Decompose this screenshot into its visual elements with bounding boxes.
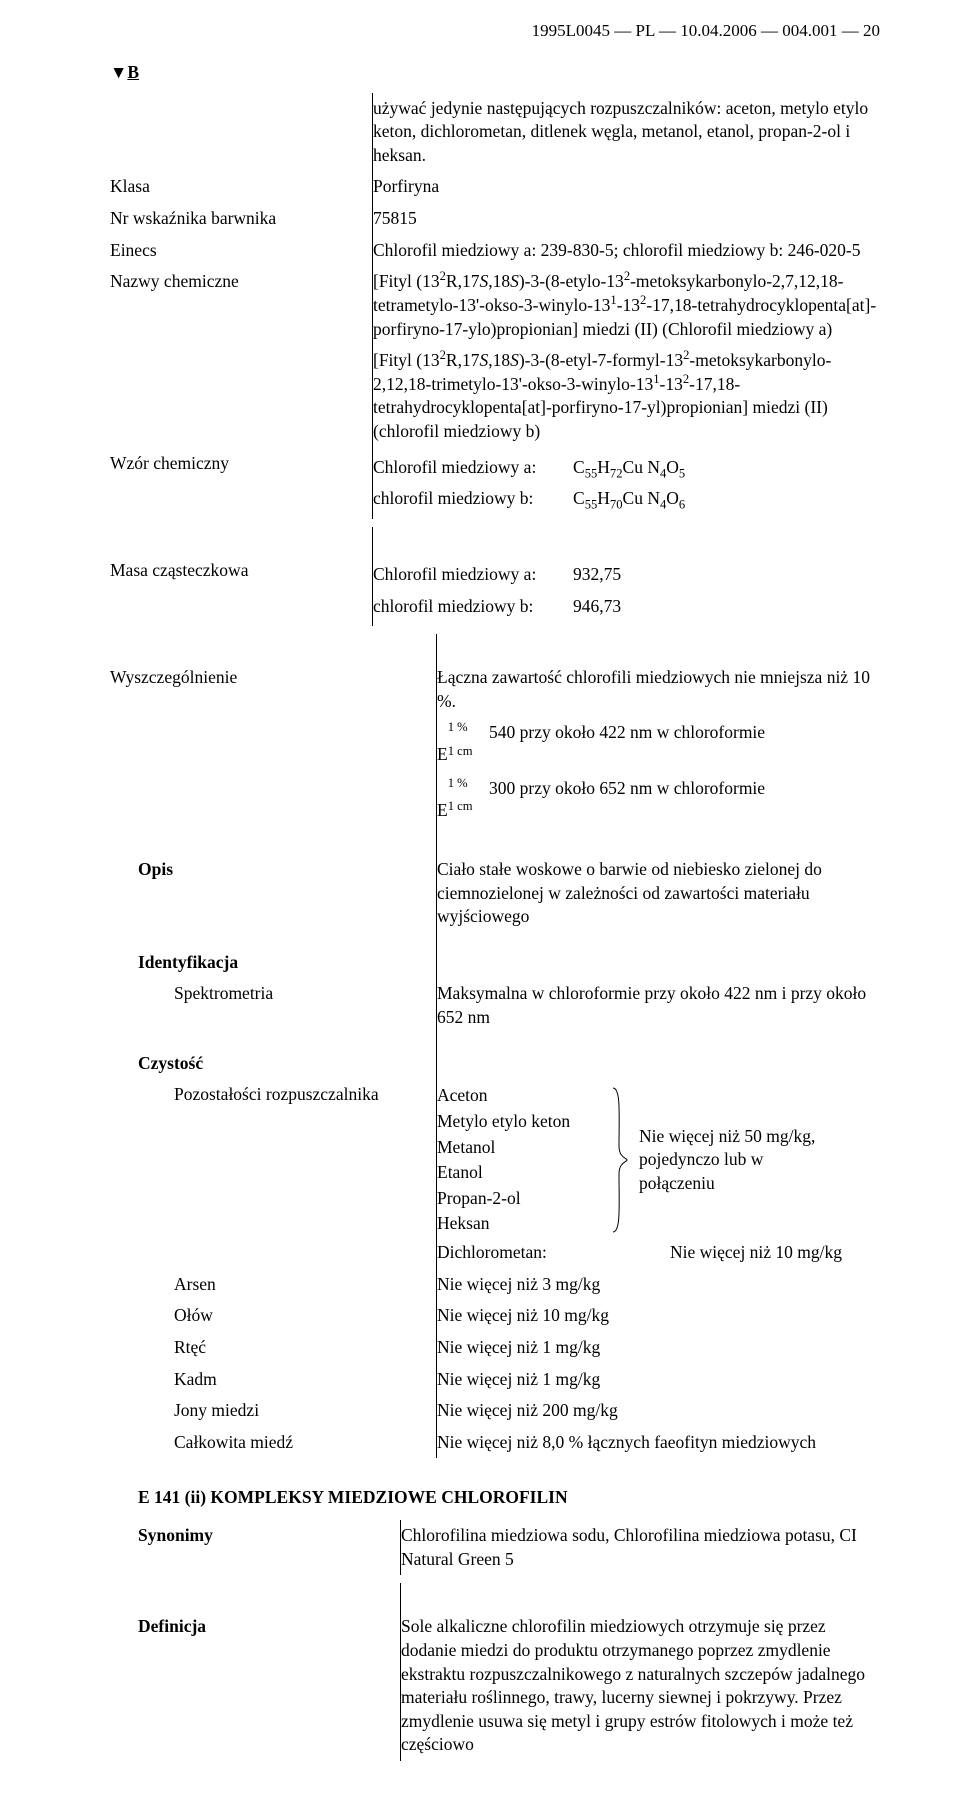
jony-value: Nie więcej niż 200 mg/kg — [437, 1395, 881, 1427]
wysz-line1: Łączna zawartość chlorofili miedziowych … — [437, 666, 880, 713]
solvent-item: Etanol — [437, 1160, 607, 1186]
wysz-e2-symbol: E1 %1 cm — [437, 773, 489, 828]
syn-label: Synonimy — [110, 1520, 401, 1575]
einecs-value: Chlorofil miedziowy a: 239-830-5; chloro… — [373, 235, 881, 267]
def-value: Sole alkaliczne chlorofilin miedziowych … — [401, 1611, 881, 1761]
nrw-value: 75815 — [373, 203, 881, 235]
right-brace-icon — [611, 1086, 629, 1234]
wzor-value: Chlorofil miedziowy a: C55H72Cu N4O5 chl… — [373, 448, 881, 519]
wzor-b-label: chlorofil miedziowy b: — [373, 483, 573, 515]
nrw-label: Nr wskaźnika barwnika — [110, 203, 373, 235]
opis-value: Ciało stałe woskowe o barwie od niebiesk… — [437, 854, 881, 933]
wysz-e2-value: 300 przy około 652 nm w chloroformie — [489, 773, 880, 828]
arsen-label: Arsen — [110, 1269, 437, 1301]
solvent-item: Aceton — [437, 1083, 607, 1109]
pozost-value: Aceton Metylo etylo keton Metanol Etanol… — [437, 1079, 881, 1268]
wzor-a-label: Chlorofil miedziowy a: — [373, 452, 573, 484]
arsen-value: Nie więcej niż 3 mg/kg — [437, 1269, 881, 1301]
spekt-value: Maksymalna w chloroformie przy około 422… — [437, 978, 881, 1033]
spekt-label: Spektrometria — [110, 978, 437, 1033]
spec-table-def: Definicja Sole alkaliczne chlorofilin mi… — [110, 1583, 880, 1761]
wysz-e1-symbol: E1 %1 cm — [437, 717, 489, 772]
solvent-item: Propan-2-ol — [437, 1186, 607, 1212]
einecs-label: Einecs — [110, 235, 373, 267]
wysz-label: Wyszczególnienie — [110, 662, 437, 832]
solvent-list: Aceton Metylo etylo keton Metanol Etanol… — [437, 1083, 607, 1237]
masa-b-label: chlorofil miedziowy b: — [373, 591, 573, 623]
e141-heading: E 141 (ii) KOMPLEKSY MIEDZIOWE CHLOROFIL… — [138, 1486, 880, 1510]
kadm-label: Kadm — [110, 1364, 437, 1396]
nazwy-b: [Fityl (132R,17S,18S)-3-(8-etyl-7-formyl… — [373, 349, 880, 444]
czyst-heading: Czystość — [110, 1034, 437, 1080]
rtec-label: Rtęć — [110, 1332, 437, 1364]
masa-label: Masa cząsteczkowa — [110, 555, 373, 626]
wysz-e1-value: 540 przy około 422 nm w chloroformie — [489, 717, 880, 772]
def-label: Definicja — [110, 1611, 401, 1761]
dichlor-label: Dichlorometan: — [437, 1241, 547, 1265]
nazwy-value: [Fityl (132R,17S,18S)-3-(8-etylo-132-met… — [373, 266, 881, 447]
nazwy-label: Nazwy chemiczne — [110, 266, 373, 447]
klasa-label: Klasa — [110, 171, 373, 203]
spec-table-masa: Masa cząsteczkowa Chlorofil miedziowy a:… — [110, 527, 880, 626]
marker-triangle: ▼ — [110, 62, 127, 82]
olow-value: Nie więcej niż 10 mg/kg — [437, 1300, 881, 1332]
ident-heading: Identyfikacja — [110, 933, 437, 979]
calk-value: Nie więcej niż 8,0 % łącznych faeofityn … — [437, 1427, 881, 1459]
solvent-item: Metylo etylo keton — [437, 1109, 607, 1135]
spec-table-syn: Synonimy Chlorofilina miedziowa sodu, Ch… — [110, 1520, 880, 1575]
wzor-label: Wzór chemiczny — [110, 448, 373, 519]
pozost-label: Pozostałości rozpuszczalnika — [110, 1079, 437, 1268]
masa-b-value: 946,73 — [573, 591, 880, 623]
section-marker: ▼B — [110, 61, 880, 85]
kadm-value: Nie więcej niż 1 mg/kg — [437, 1364, 881, 1396]
dichlor-value: Nie więcej niż 10 mg/kg — [670, 1241, 880, 1265]
wzor-a-formula: C55H72Cu N4O5 — [573, 452, 880, 484]
olow-label: Ołów — [110, 1300, 437, 1332]
intro-label-empty — [110, 93, 373, 172]
marker-letter: B — [127, 62, 139, 82]
syn-value: Chlorofilina miedziowa sodu, Chlorofilin… — [401, 1520, 881, 1575]
solvent-brace-note: Nie więcej niż 50 mg/kg, pojedynczo lub … — [639, 1125, 829, 1196]
masa-a-label: Chlorofil miedziowy a: — [373, 559, 573, 591]
page-header: 1995L0045 — PL — 10.04.2006 — 004.001 — … — [110, 20, 880, 43]
masa-a-value: 932,75 — [573, 559, 880, 591]
solvent-item: Heksan — [437, 1211, 607, 1237]
masa-value: Chlorofil miedziowy a: 932,75 chlorofil … — [373, 555, 881, 626]
spec-table-wysz-opis: Wyszczególnienie Łączna zawartość chloro… — [110, 634, 880, 1458]
klasa-value: Porfiryna — [373, 171, 881, 203]
nazwy-a: [Fityl (132R,17S,18S)-3-(8-etylo-132-met… — [373, 270, 880, 341]
rtec-value: Nie więcej niż 1 mg/kg — [437, 1332, 881, 1364]
opis-label: Opis — [110, 854, 437, 933]
spec-table-main: używać jedynie następujących rozpuszczal… — [110, 93, 880, 519]
wysz-value: Łączna zawartość chlorofili miedziowych … — [437, 662, 881, 832]
intro-text: używać jedynie następujących rozpuszczal… — [373, 93, 881, 172]
wzor-b-formula: C55H70Cu N4O6 — [573, 483, 880, 515]
solvent-item: Metanol — [437, 1135, 607, 1161]
calk-label: Całkowita miedź — [110, 1427, 437, 1459]
jony-label: Jony miedzi — [110, 1395, 437, 1427]
